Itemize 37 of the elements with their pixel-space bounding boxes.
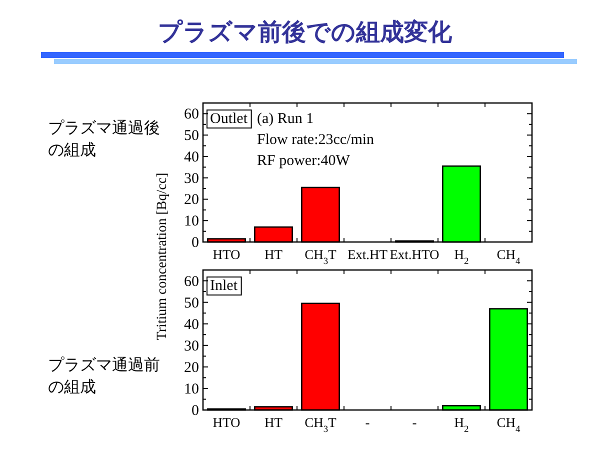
y-tick-label: 30 (184, 338, 199, 354)
y-tick-label: 60 (184, 106, 199, 123)
y-tick-label: 40 (184, 316, 199, 333)
y-tick-label: 60 (184, 274, 199, 290)
x-tick-label: HT (264, 415, 284, 430)
x-tick-label: CH$_{3}$T (304, 247, 338, 267)
y-tick-label: 10 (184, 381, 199, 398)
y-tick-label: 40 (184, 149, 199, 166)
text: プラズマ通過後の組成 (48, 118, 160, 159)
x-tick-label: HTO (212, 415, 240, 430)
annotation: (a) Run 1 (257, 111, 314, 127)
chart-title: プラズマ前後での組成変化 (158, 18, 453, 46)
annotation: Inlet (210, 278, 238, 294)
annotation: Outlet (210, 111, 248, 127)
x-tick-label: CH$_{3}$T (304, 415, 338, 435)
y-tick-label: 0 (192, 235, 199, 251)
annotation: RF power:40W (257, 153, 351, 169)
x-tick-label: Ext.HT (347, 247, 388, 262)
y-tick-label: 10 (184, 214, 199, 230)
y-tick-label: 50 (184, 128, 199, 144)
y-tick-label: 20 (184, 192, 199, 208)
y-tick-label: 20 (184, 360, 199, 376)
x-tick-label: H$_{2}$ (454, 247, 470, 267)
annotation: Flow rate:23cc/min (257, 132, 375, 148)
y-tick-label: 30 (184, 170, 199, 187)
x-tick-label: HT (264, 247, 284, 262)
x-tick-label: - (412, 415, 418, 430)
y-tick-label: 0 (192, 403, 199, 419)
text: プラズマ通過前の組成 (48, 355, 160, 396)
x-tick-label: CH$_{4}$ (496, 247, 521, 267)
x-tick-label: HTO (212, 247, 240, 262)
y-tick-label: 50 (184, 295, 199, 312)
x-tick-label: - (365, 415, 370, 430)
x-tick-label: Ext.HTO (390, 247, 440, 262)
y-axis-title: Tritium concentration [Bq/cc] (155, 172, 170, 340)
x-tick-label: H$_{2}$ (454, 415, 470, 435)
x-tick-label: CH$_{4}$ (496, 415, 521, 435)
